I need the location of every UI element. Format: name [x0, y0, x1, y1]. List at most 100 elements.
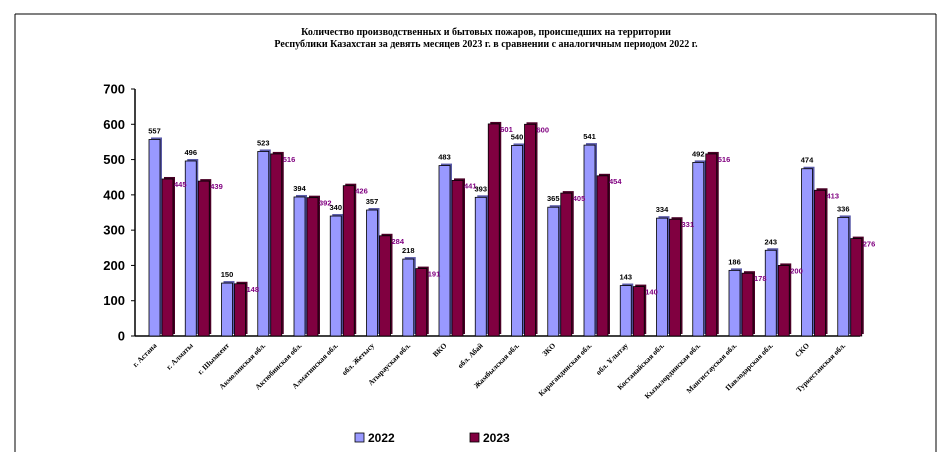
data-label-2022: 243	[764, 237, 777, 246]
bar-2023	[415, 268, 428, 337]
bar-2023	[669, 218, 681, 337]
data-label-2022: 557	[148, 126, 161, 135]
data-label-2023: 441	[464, 181, 477, 190]
bar-2023	[814, 189, 826, 337]
data-label-2023: 454	[609, 177, 622, 186]
data-label-2022: 365	[547, 194, 560, 203]
data-label-2022: 496	[184, 148, 197, 157]
data-label-2023: 284	[392, 237, 405, 246]
data-label-2023: 178	[754, 274, 767, 283]
bar-2022	[547, 206, 560, 337]
data-label-2022: 186	[728, 257, 741, 266]
legend-swatch-2023	[469, 432, 480, 443]
data-label-2022: 143	[619, 273, 632, 282]
bar-2022	[656, 217, 668, 337]
bar-2023	[741, 272, 754, 337]
bar-2022	[511, 145, 523, 337]
x-tick-label: г. Астана	[131, 341, 159, 369]
x-tick-label: обл. Абай	[456, 341, 486, 371]
data-label-2023: 601	[500, 125, 513, 134]
chart-title-line: Республики Казахстан за девять месяцев 2…	[274, 39, 698, 50]
bar-2023	[560, 192, 573, 337]
bar-2022	[148, 139, 161, 337]
bar-2023	[632, 286, 645, 337]
bar-2022	[692, 161, 705, 337]
bar-2023	[524, 123, 536, 337]
y-tick-label: 100	[103, 293, 125, 308]
y-tick-label: 300	[103, 223, 125, 238]
bar-2022	[474, 196, 487, 337]
data-label-2022: 340	[329, 203, 342, 212]
bar-2023	[306, 197, 319, 337]
bar-2023	[270, 153, 283, 337]
y-tick-label: 500	[103, 152, 125, 167]
data-label-2023: 405	[573, 194, 586, 203]
data-label-2023: 600	[537, 125, 550, 134]
bar-2022	[402, 258, 415, 337]
data-label-2023: 516	[718, 155, 731, 164]
bar-2022	[184, 160, 197, 337]
bar-2022	[619, 285, 632, 337]
data-label-2023: 148	[247, 285, 260, 294]
bar-2023	[379, 235, 391, 337]
data-label-2022: 523	[257, 138, 270, 147]
data-label-2022: 483	[438, 153, 451, 162]
data-label-2023: 439	[210, 182, 223, 191]
data-label-2022: 336	[837, 204, 850, 213]
bar-2023	[197, 180, 210, 337]
bar-2022	[366, 209, 378, 337]
y-tick-label: 700	[103, 82, 125, 97]
legend-label-2022: 2022	[368, 431, 395, 445]
bar-2022	[837, 217, 850, 337]
bar-2023	[234, 283, 246, 337]
data-label-2022: 541	[583, 132, 596, 141]
bar-2022	[728, 269, 741, 337]
data-label-2023: 191	[428, 270, 441, 279]
bar-2022	[438, 165, 451, 337]
data-label-2023: 413	[827, 191, 840, 200]
bar-2022	[257, 151, 270, 337]
x-tick-label: ВКО	[431, 341, 449, 359]
bar-2022	[221, 282, 233, 337]
data-label-2022: 394	[293, 184, 306, 193]
data-label-2023: 392	[319, 199, 332, 208]
data-label-2023: 276	[863, 240, 876, 249]
y-tick-label: 400	[103, 187, 125, 202]
data-label-2023: 140	[645, 288, 658, 297]
chart-title-line: Количество производственных и бытовых по…	[301, 27, 671, 38]
bar-2022	[293, 196, 306, 337]
bar-2023	[705, 153, 718, 337]
bar-2023	[161, 178, 174, 337]
x-tick-label: СКО	[793, 341, 811, 359]
bar-2023	[342, 185, 355, 337]
data-label-2022: 218	[402, 246, 415, 255]
legend-label-2023: 2023	[483, 431, 510, 445]
data-label-2022: 150	[221, 270, 234, 279]
x-tick-label: ЗКО	[540, 341, 557, 358]
y-tick-label: 600	[103, 117, 125, 132]
x-tick-label: г. Алматы	[164, 341, 195, 372]
x-tick-label: обл. Ұлытау	[594, 341, 630, 377]
y-tick-label: 0	[118, 329, 125, 344]
data-label-2023: 516	[283, 155, 296, 164]
y-tick-label: 200	[103, 258, 125, 273]
bar-2023	[451, 179, 464, 337]
data-label-2023: 426	[355, 187, 368, 196]
legend-swatch-2022	[354, 432, 365, 443]
data-label-2023: 331	[682, 220, 695, 229]
bar-2023	[850, 238, 863, 337]
bar-2022	[329, 215, 342, 337]
data-label-2022: 393	[474, 184, 487, 193]
data-label-2022: 492	[692, 149, 705, 158]
data-label-2022: 474	[801, 156, 814, 165]
bar-2022	[764, 249, 777, 337]
data-label-2023: 200	[790, 266, 803, 275]
data-label-2022: 334	[656, 205, 669, 214]
data-label-2022: 357	[366, 197, 379, 206]
bar-2022	[583, 144, 596, 337]
data-label-2023: 445	[174, 180, 187, 189]
x-tick-label: г. Шымкент	[196, 341, 232, 377]
x-tick-label: обл. Жетысу	[340, 341, 376, 377]
